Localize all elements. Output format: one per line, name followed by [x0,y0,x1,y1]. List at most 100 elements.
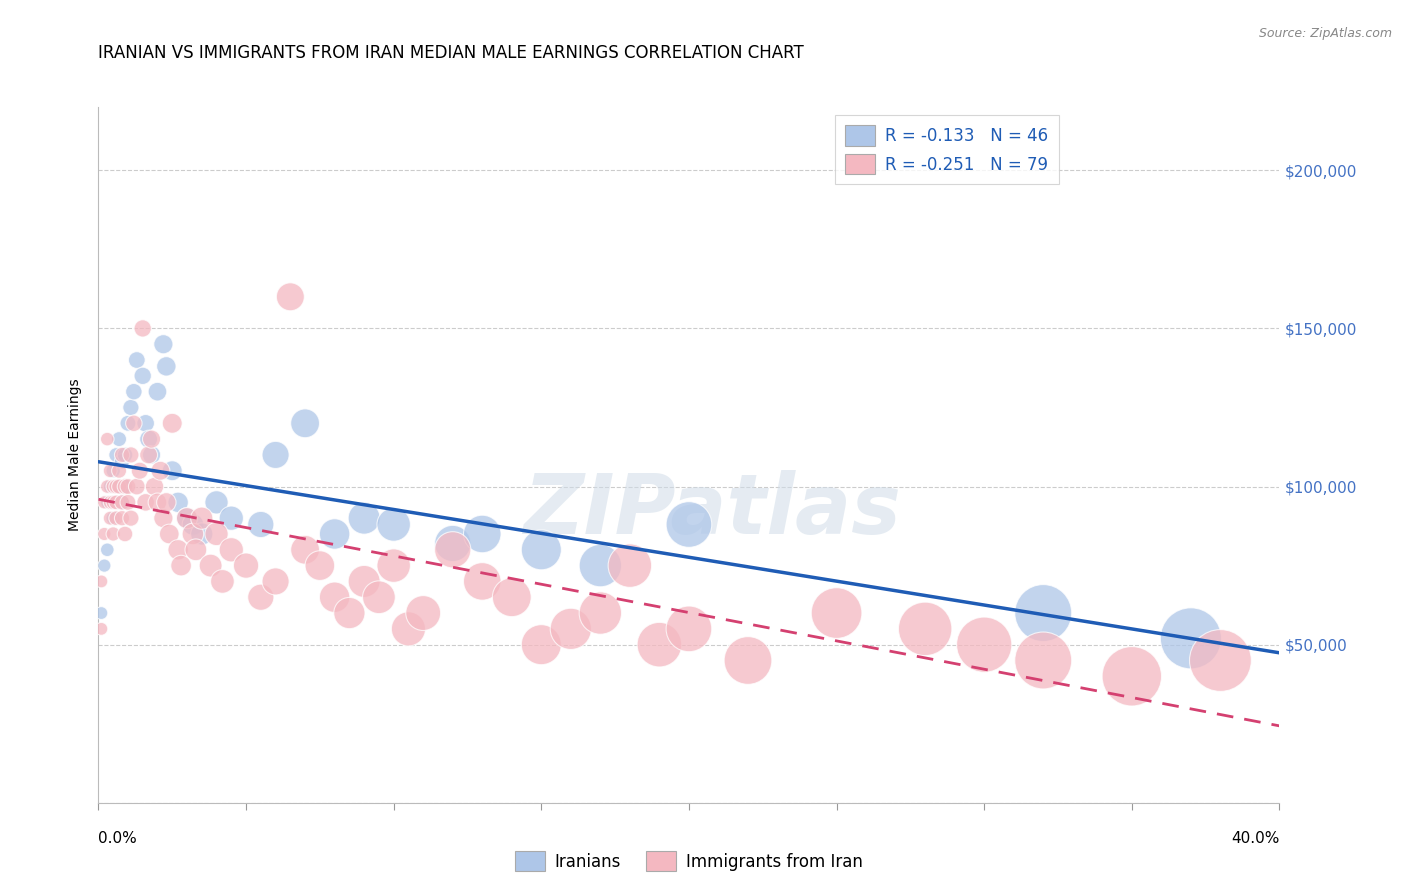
Point [128,464,150,478]
Point [184,542,207,557]
Point [353,511,375,525]
Point [93,527,115,541]
Point [149,464,172,478]
Point [1209,653,1232,667]
Point [98,511,121,525]
Point [205,527,228,541]
Point [105,511,128,525]
Point [96,479,118,493]
Point [120,401,142,415]
Point [294,417,316,431]
Point [103,495,125,509]
Point [132,321,155,335]
Point [294,542,316,557]
Point [157,527,180,541]
Point [114,527,136,541]
Point [132,368,155,383]
Point [90,622,112,636]
Point [191,527,214,541]
Point [441,536,464,550]
Point [396,622,419,636]
Point [678,517,700,532]
Point [135,417,157,431]
Point [471,527,494,541]
Point [138,448,160,462]
Point [219,542,242,557]
Point [143,479,166,493]
Point [98,464,121,478]
Point [176,511,198,525]
Point [108,464,131,478]
Text: 0.0%: 0.0% [98,830,138,846]
Legend: Iranians, Immigrants from Iran: Iranians, Immigrants from Iran [508,845,870,878]
Point [1180,632,1202,646]
Point [138,432,160,446]
Point [120,511,142,525]
Point [205,495,228,509]
Point [191,511,214,525]
Point [181,527,204,541]
Point [211,574,233,589]
Point [93,495,115,509]
Point [146,495,169,509]
Point [103,479,125,493]
Point [250,517,273,532]
Point [111,511,134,525]
Point [264,574,287,589]
Point [98,495,121,509]
Point [471,574,494,589]
Point [530,542,553,557]
Point [441,542,464,557]
Text: 40.0%: 40.0% [1232,830,1279,846]
Point [323,591,346,605]
Point [170,558,193,573]
Point [914,622,936,636]
Point [105,495,128,509]
Point [105,495,128,509]
Point [114,448,136,462]
Point [560,622,582,636]
Point [152,337,174,351]
Point [162,417,183,431]
Point [368,591,391,605]
Point [678,622,700,636]
Point [114,479,136,493]
Point [111,495,134,509]
Point [114,479,136,493]
Point [1032,606,1054,620]
Point [250,591,273,605]
Point [117,495,139,509]
Point [135,495,157,509]
Point [589,558,612,573]
Point [125,479,148,493]
Point [589,606,612,620]
Point [108,432,131,446]
Point [181,517,204,532]
Point [176,511,198,525]
Point [1032,653,1054,667]
Point [111,448,134,462]
Point [105,448,128,462]
Point [200,558,222,573]
Text: IRANIAN VS IMMIGRANTS FROM IRAN MEDIAN MALE EARNINGS CORRELATION CHART: IRANIAN VS IMMIGRANTS FROM IRAN MEDIAN M… [98,45,804,62]
Point [105,479,128,493]
Text: Source: ZipAtlas.com: Source: ZipAtlas.com [1258,27,1392,40]
Point [219,511,242,525]
Point [530,638,553,652]
Point [825,606,848,620]
Point [96,542,118,557]
Point [120,448,142,462]
Point [323,527,346,541]
Point [125,353,148,368]
Point [339,606,360,620]
Point [108,479,131,493]
Point [382,517,405,532]
Point [278,290,302,304]
Text: ZIPatlas: ZIPatlas [523,470,901,551]
Point [1121,669,1143,683]
Point [103,511,125,525]
Point [162,464,183,478]
Point [96,495,118,509]
Point [152,511,174,525]
Point [108,479,131,493]
